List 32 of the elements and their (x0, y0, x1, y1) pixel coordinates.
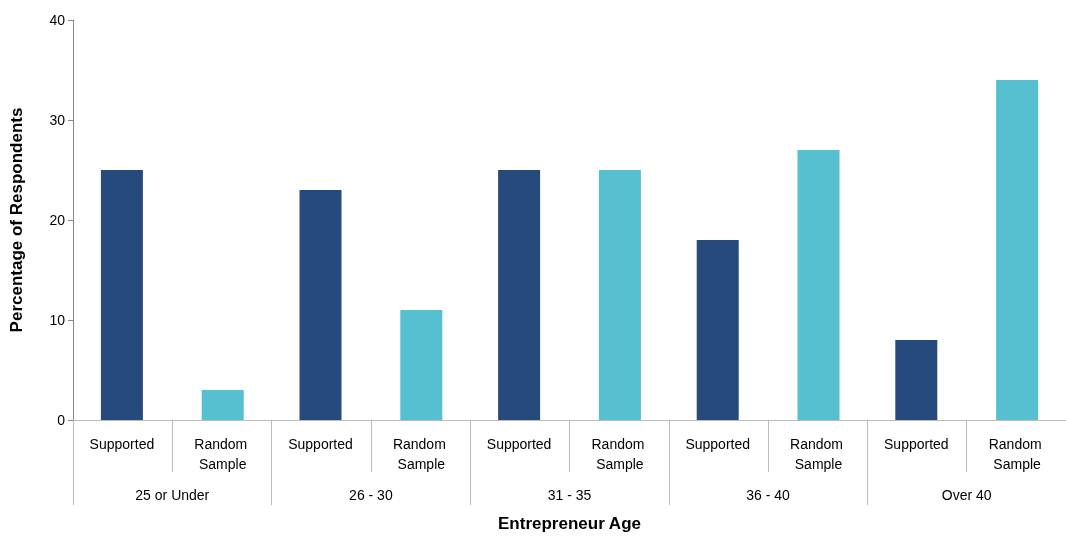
series-label: Supported (486, 436, 552, 452)
text: Supported (884, 436, 949, 452)
bar (797, 150, 840, 420)
bar (400, 310, 443, 420)
y-axis-title: Percentage of Respondents (7, 107, 26, 333)
bar (996, 80, 1039, 420)
y-tick-label: 20 (49, 212, 66, 228)
y-tick-label: 30 (49, 112, 66, 128)
text: Supported (89, 436, 155, 452)
bar (498, 170, 541, 420)
text: Supported (685, 436, 750, 452)
x-tick-label: 31 - 35 (547, 487, 592, 503)
x-tick-label: 25 or Under (135, 487, 210, 503)
text: Random Sample (591, 436, 645, 472)
y-tick-label: 10 (49, 312, 66, 328)
text: Random Sample (194, 436, 248, 472)
text: Supported (288, 436, 353, 452)
series-label: Random Sample (392, 436, 450, 472)
text: Random Sample (988, 436, 1042, 472)
x-tick-label: 26 - 30 (349, 487, 393, 503)
bar (895, 340, 938, 420)
x-axis-title: Entrepreneur Age (498, 514, 641, 533)
y-tick-label: 40 (49, 12, 66, 28)
bar (299, 190, 342, 420)
x-tick-label: Over 40 (941, 487, 992, 503)
bar (201, 390, 244, 420)
bar (598, 170, 641, 420)
text: Random Sample (790, 436, 844, 472)
y-tick-label: 0 (57, 412, 66, 428)
bar (696, 240, 739, 420)
bar (100, 170, 143, 420)
x-tick-label: 36 - 40 (746, 487, 791, 503)
